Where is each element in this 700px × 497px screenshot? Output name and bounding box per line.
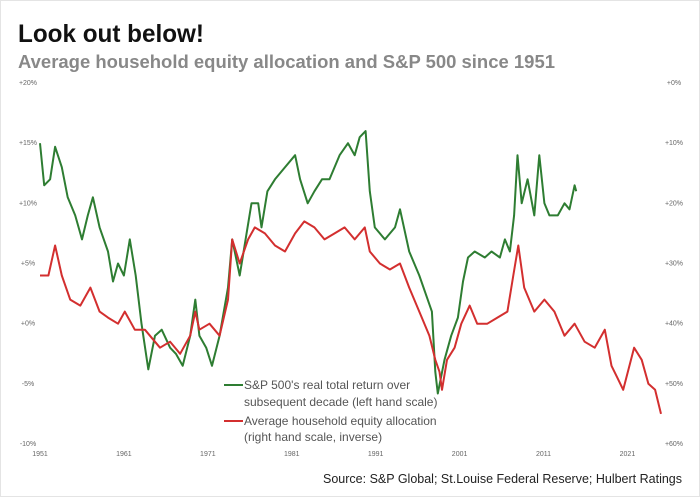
x-axis-tick: 1971: [200, 451, 216, 458]
right-axis-tick: +50%: [665, 381, 683, 388]
chart-subtitle: Average household equity allocation and …: [18, 52, 555, 72]
left-axis-tick: -5%: [22, 381, 34, 388]
right-axis-tick: +10%: [665, 140, 683, 147]
x-axis-tick: 1951: [32, 451, 48, 458]
right-axis-tick: +40%: [665, 321, 683, 328]
left-axis-tick: +0%: [21, 321, 35, 328]
left-axis-tick: +10%: [19, 200, 37, 207]
right-axis-tick: +0%: [667, 80, 681, 87]
right-axis-tick: +20%: [665, 200, 683, 207]
x-axis-tick: 1981: [284, 451, 300, 458]
legend-label-allocation-2: (right hand scale, inverse): [244, 430, 382, 444]
x-axis-tick: 2001: [452, 451, 468, 458]
left-axis-tick: +15%: [19, 140, 37, 147]
series-line-household-allocation: [40, 220, 662, 415]
legend-label-sp500-1: S&P 500's real total return over: [244, 378, 410, 392]
left-axis-tick: +5%: [21, 261, 35, 268]
right-axis-tick: +30%: [665, 261, 683, 268]
legend: S&P 500's real total return over subsequ…: [224, 378, 437, 444]
x-axis-tick: 2011: [536, 451, 551, 458]
series-line-sp500-return: [39, 130, 578, 395]
legend-label-sp500-2: subsequent decade (left hand scale): [244, 395, 437, 409]
right-axis-tick: +60%: [665, 441, 683, 448]
x-axis-tick: 1991: [368, 451, 384, 458]
left-axis-tick: -10%: [20, 441, 36, 448]
x-axis-tick: 1961: [116, 451, 132, 458]
chart-title: Look out below!: [18, 20, 204, 48]
source-note: Source: S&P Global; St.Louise Federal Re…: [323, 472, 682, 486]
x-axis-tick: 2021: [620, 451, 636, 458]
left-axis-tick: +20%: [19, 80, 37, 87]
legend-label-allocation-1: Average household equity allocation: [244, 414, 437, 428]
